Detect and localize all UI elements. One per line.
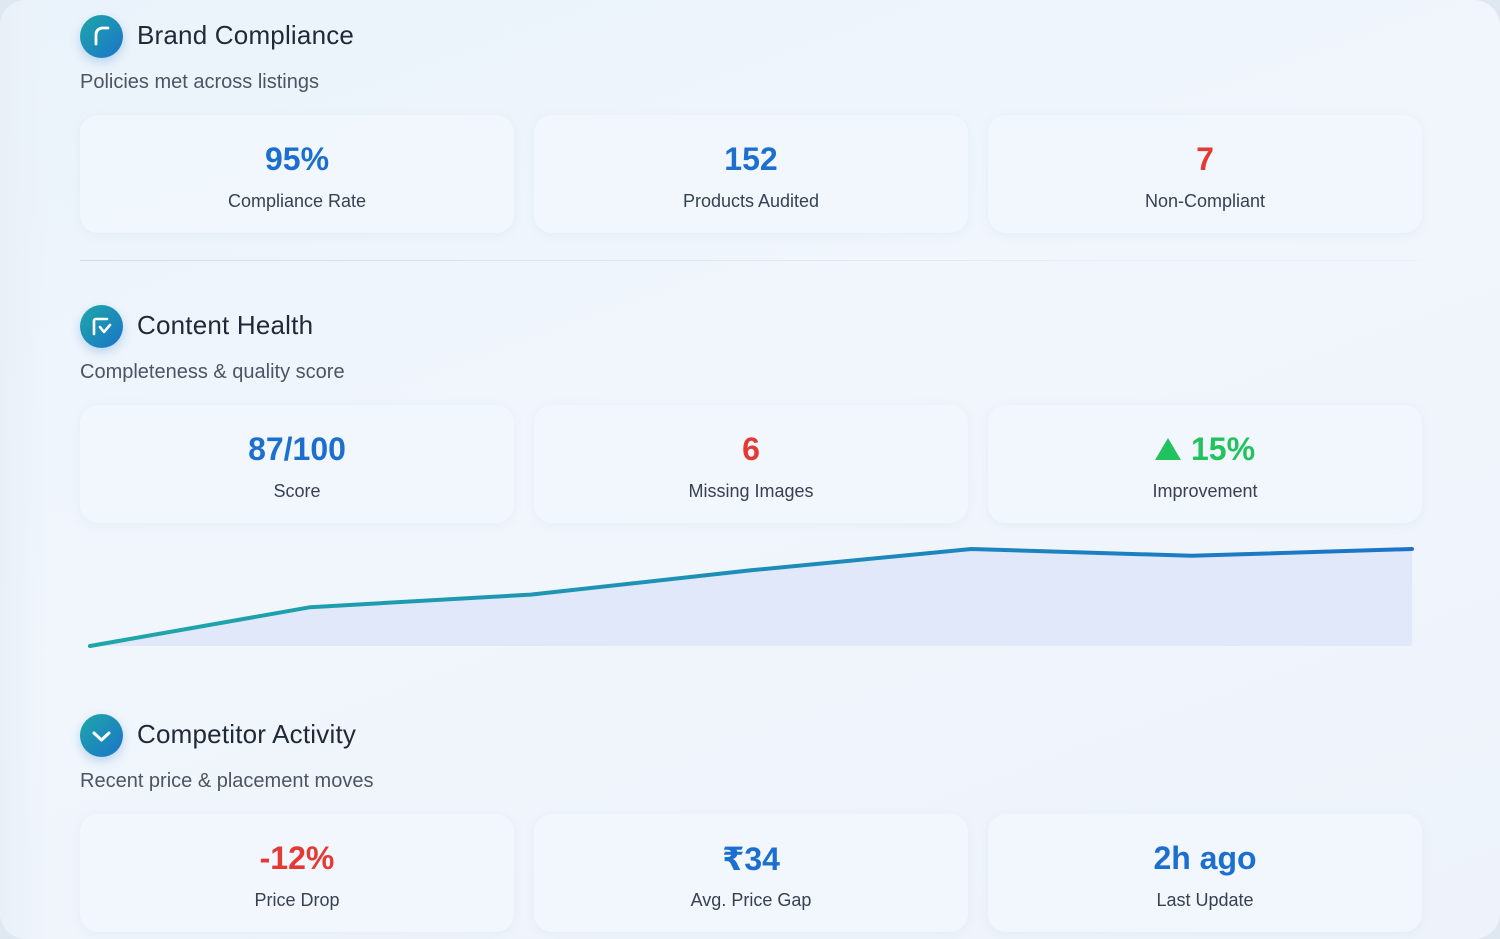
stat-card-improvement: 15% Improvement bbox=[988, 405, 1422, 523]
stat-value: 87/100 bbox=[248, 431, 346, 467]
stat-card-compliance-rate: 95% Compliance Rate bbox=[80, 115, 514, 233]
trend-point-2 bbox=[308, 605, 312, 609]
trend-point-1 bbox=[88, 644, 92, 648]
stat-label: Score bbox=[273, 481, 321, 501]
stat-cards: 87/100 Score 6 Missing Images 15% Improv… bbox=[80, 405, 1422, 523]
section-header: Content Health bbox=[80, 305, 1422, 349]
stat-label: Missing Images bbox=[688, 481, 814, 501]
section-divider bbox=[80, 260, 1422, 261]
stat-value: 15% bbox=[1190, 431, 1256, 467]
content-health-section: Content Health Completeness & quality sc… bbox=[80, 305, 1422, 523]
stat-card-last-update: 2h ago Last Update bbox=[988, 814, 1422, 932]
trend-point-5 bbox=[969, 547, 973, 551]
trend-point-3 bbox=[529, 593, 533, 597]
trend-line bbox=[88, 547, 1414, 648]
stat-card-avg-price-gap: ₹34 Avg. Price Gap bbox=[534, 814, 968, 932]
refresh-arc-icon bbox=[80, 15, 123, 58]
stat-value: 152 bbox=[724, 141, 778, 177]
stat-value: 95% bbox=[264, 141, 330, 177]
trend-point-6 bbox=[1190, 554, 1194, 558]
stat-value: 2h ago bbox=[1153, 840, 1257, 876]
trend-point-7 bbox=[1410, 547, 1414, 551]
competitor-activity-section: Competitor Activity Recent price & place… bbox=[80, 714, 1422, 932]
checklist-icon bbox=[80, 305, 123, 348]
stat-value: 7 bbox=[1196, 141, 1214, 177]
section-header: Competitor Activity bbox=[80, 714, 1422, 758]
stat-cards: 95% Compliance Rate 152 Products Audited… bbox=[80, 115, 1422, 233]
triangle-up-icon bbox=[1154, 437, 1181, 460]
stat-card-non-compliant: 7 Non-Compliant bbox=[988, 115, 1422, 233]
section-subtitle: Policies met across listings bbox=[80, 71, 319, 93]
stat-value: ₹34 bbox=[722, 841, 780, 877]
brand-compliance-section: Brand Compliance Policies met across lis… bbox=[80, 15, 1422, 233]
content-health-trend-chart bbox=[88, 547, 1414, 648]
trend-area bbox=[90, 549, 1412, 646]
stat-label: Non-Compliant bbox=[1144, 191, 1266, 211]
section-header: Brand Compliance bbox=[80, 15, 1422, 59]
section-title: Competitor Activity bbox=[137, 719, 357, 749]
stat-value-wrap: 15% bbox=[988, 431, 1422, 468]
section-subtitle: Recent price & placement moves bbox=[80, 770, 374, 792]
stat-label: Compliance Rate bbox=[227, 191, 367, 211]
stat-value: 6 bbox=[742, 431, 760, 467]
stat-card-missing-images: 6 Missing Images bbox=[534, 405, 968, 523]
trend-point-4 bbox=[749, 568, 753, 572]
stat-label: Improvement bbox=[1152, 481, 1258, 501]
stat-card-score: 87/100 Score bbox=[80, 405, 514, 523]
stat-label: Avg. Price Gap bbox=[690, 890, 812, 910]
section-subtitle: Completeness & quality score bbox=[80, 361, 345, 383]
stat-label: Last Update bbox=[1156, 890, 1254, 910]
stat-label: Products Audited bbox=[682, 191, 820, 211]
stat-card-price-drop: -12% Price Drop bbox=[80, 814, 514, 932]
stat-value: -12% bbox=[259, 840, 335, 876]
chevron-down-icon bbox=[80, 714, 123, 757]
stat-card-products-audited: 152 Products Audited bbox=[534, 115, 968, 233]
stat-cards: -12% Price Drop ₹34 Avg. Price Gap 2h ag… bbox=[80, 814, 1422, 932]
section-title: Brand Compliance bbox=[137, 20, 355, 50]
section-title: Content Health bbox=[137, 310, 314, 340]
stat-label: Price Drop bbox=[254, 890, 340, 910]
